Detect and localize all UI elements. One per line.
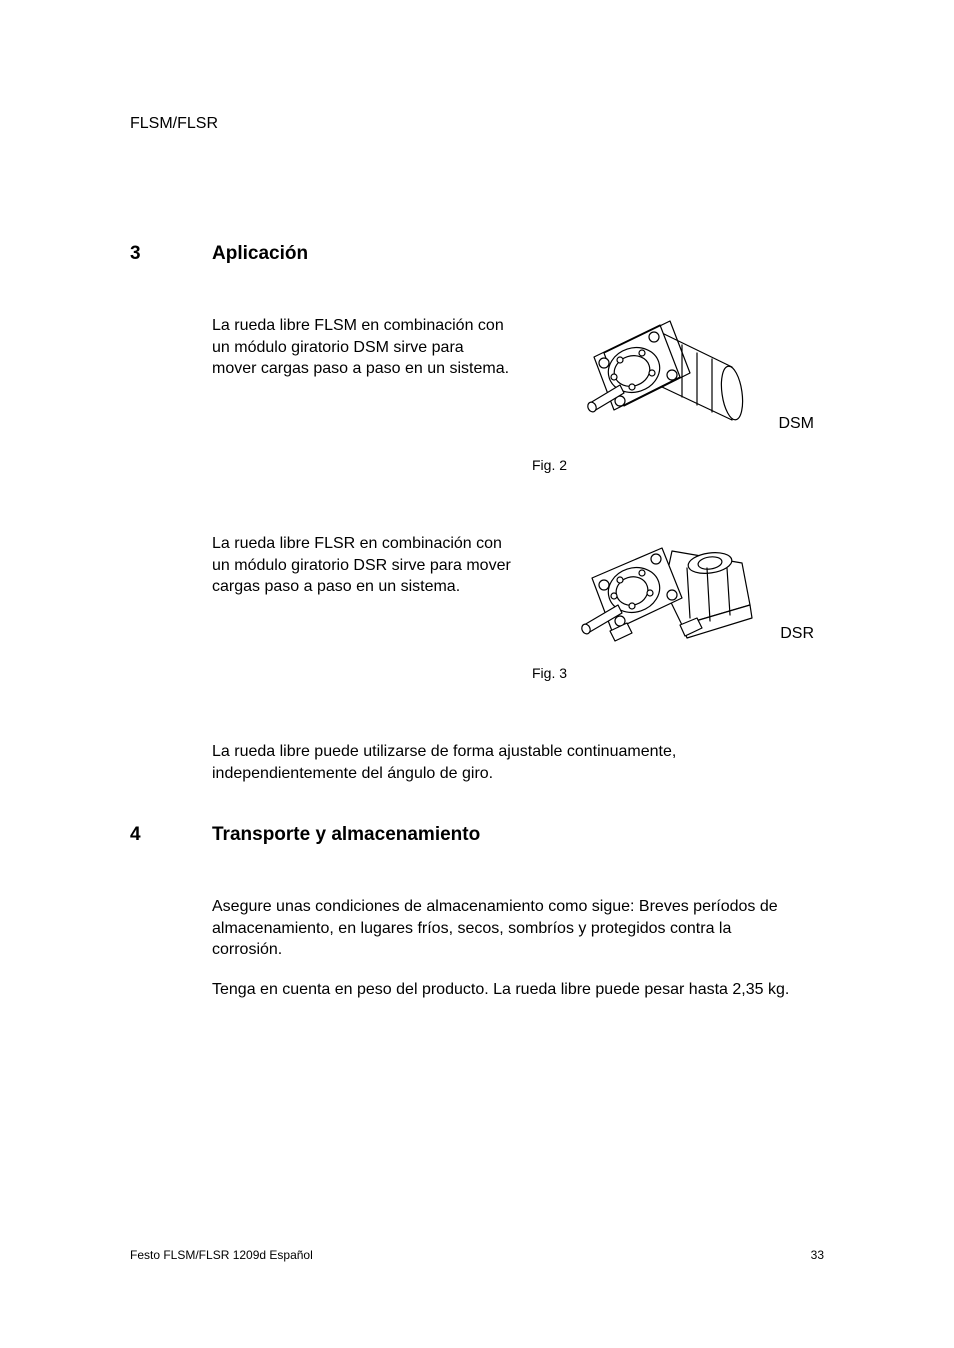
figure-label-dsm: DSM <box>778 415 814 433</box>
page-header: FLSM/FLSR <box>130 115 824 133</box>
content-row-dsr: La rueda libre FLSR en combinación con u… <box>212 533 824 681</box>
paragraph-dsr: La rueda libre FLSR en combinación con u… <box>212 533 512 681</box>
section-title: Transporte y almacenamiento <box>212 824 480 846</box>
section-title: Aplicación <box>212 243 308 265</box>
figure-dsr: Fig. 3 DSR <box>512 533 824 681</box>
paragraph-general: La rueda libre puede utilizarse de forma… <box>212 741 802 784</box>
paragraph-dsm: La rueda libre FLSM en combinación con u… <box>212 315 512 473</box>
section-number: 4 <box>130 824 212 846</box>
figure-dsm: Fig. 2 DSM <box>512 315 824 473</box>
section-3-heading: 3 Aplicación <box>130 243 824 265</box>
dsm-illustration <box>532 315 752 455</box>
dsr-illustration <box>532 533 772 663</box>
page-number: 33 <box>811 1248 824 1262</box>
section-4-heading: 4 Transporte y almacenamiento <box>130 824 824 846</box>
section-number: 3 <box>130 243 212 265</box>
figure-caption: Fig. 3 <box>532 665 567 681</box>
paragraph-storage: Asegure unas condiciones de almacenamien… <box>212 896 802 961</box>
figure-caption: Fig. 2 <box>532 457 567 473</box>
figure-label-dsr: DSR <box>780 625 814 643</box>
product-code: FLSM/FLSR <box>130 115 218 132</box>
page-footer: Festo FLSM/FLSR 1209d Español 33 <box>130 1248 824 1262</box>
page: FLSM/FLSR 3 Aplicación La rueda libre FL… <box>0 0 954 1348</box>
paragraph-weight: Tenga en cuenta en peso del producto. La… <box>212 979 802 1001</box>
footer-left: Festo FLSM/FLSR 1209d Español <box>130 1248 313 1262</box>
content-row-dsm: La rueda libre FLSM en combinación con u… <box>212 315 824 473</box>
